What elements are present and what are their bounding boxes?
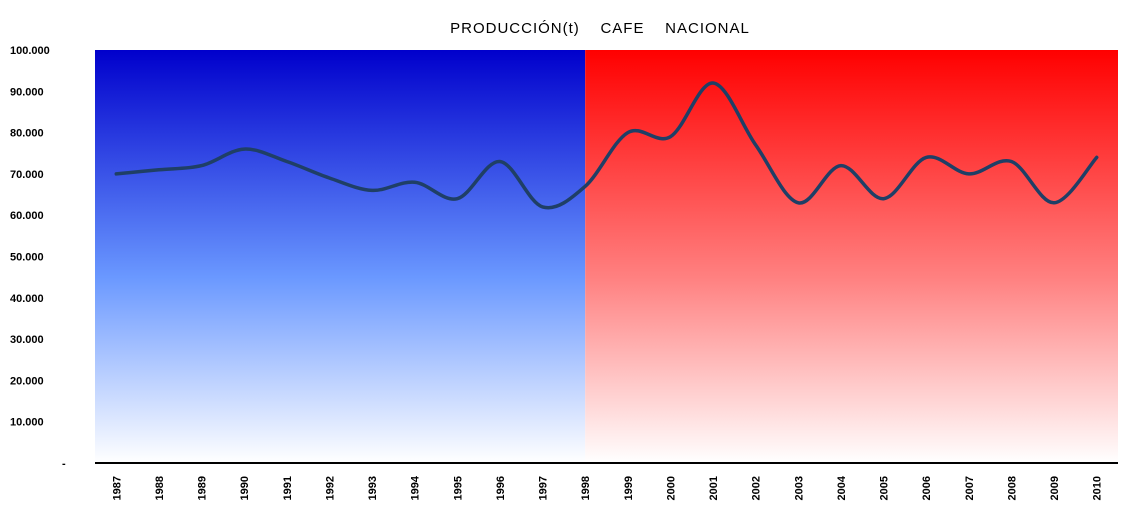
x-tick-label: 1992 — [324, 476, 336, 500]
x-tick-label: 2007 — [964, 476, 976, 500]
plot-background — [95, 50, 1118, 463]
x-tick-label: 2004 — [836, 475, 848, 500]
x-tick-label: 1997 — [538, 476, 550, 500]
x-tick-label: 1999 — [623, 476, 635, 500]
x-tick-label: 1996 — [495, 476, 507, 500]
x-tick-label: 2010 — [1092, 476, 1104, 500]
x-tick-label: 2009 — [1049, 476, 1061, 500]
x-tick-label: 2006 — [921, 476, 933, 500]
x-tick-label: 1993 — [367, 476, 379, 500]
y-tick-label: 80.000 — [10, 128, 44, 140]
x-tick-label: 1988 — [154, 476, 166, 500]
x-tick-label: 1994 — [410, 475, 422, 500]
background-right-panel — [585, 50, 1118, 463]
x-tick-label: 2000 — [665, 476, 677, 500]
x-axis-ticks: 1987 1988 1989 1990 1991 1992 1993 1994 1995 1996… — [111, 475, 1103, 500]
x-tick-label: 1989 — [197, 476, 209, 500]
series-line — [114, 81, 1099, 210]
x-tick-label: 2008 — [1006, 476, 1018, 500]
y-tick-label: 70.000 — [10, 169, 44, 181]
y-tick-label: 40.000 — [10, 293, 44, 305]
x-tick-label: 2001 — [708, 476, 720, 500]
x-tick-label: 1998 — [580, 476, 592, 500]
y-tick-label: 10.000 — [10, 417, 44, 429]
x-tick-label: 2005 — [879, 476, 891, 500]
y-tick-label: 30.000 — [10, 334, 44, 346]
x-tick-label: 1987 — [111, 476, 123, 500]
y-tick-label: 20.000 — [10, 375, 44, 387]
x-tick-label: 1991 — [282, 476, 294, 500]
x-tick-label: 2002 — [751, 476, 763, 500]
x-tick-label: 2003 — [793, 476, 805, 500]
y-tick-label: 60.000 — [10, 210, 44, 222]
x-tick-label: 1990 — [239, 476, 251, 500]
y-tick-label: 90.000 — [10, 86, 44, 98]
x-tick-label: 1995 — [452, 476, 464, 500]
y-tick-label: 50.000 — [10, 252, 44, 264]
chart-title: PRODUCCIÓN(t) CAFE NACIONAL — [450, 20, 750, 37]
background-left-panel — [95, 50, 586, 463]
y-tick-label: - — [62, 458, 66, 470]
y-axis-ticks: - 10.000 20.000 30.000 40.000 50.000 60.000 70.… — [10, 45, 66, 470]
y-tick-label: 100.000 — [10, 45, 50, 57]
